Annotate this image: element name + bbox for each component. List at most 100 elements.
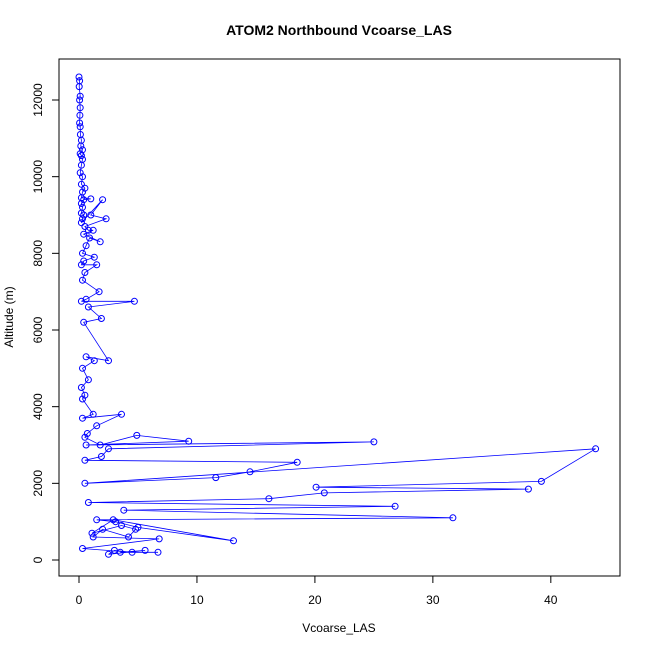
data-point [77,152,85,160]
y-tick-label: 12000 [31,83,45,117]
data-point [105,550,112,558]
data-point [120,506,128,514]
data-point [79,249,86,257]
data-point [230,537,237,545]
data-point [89,533,97,541]
data-point [592,445,600,453]
data-point [82,295,90,303]
data-point [81,269,89,276]
y-tick-label: 0 [31,556,45,563]
data-point [82,353,90,361]
data-point [102,215,110,223]
data-point [118,410,125,418]
series-layer [75,73,600,558]
data-point [449,514,457,522]
y-axis: 0 2000 4000 6000 8000 10000 12000 [31,83,60,563]
data-point [212,474,220,482]
data-point [132,525,140,533]
data-point [118,522,125,529]
data-point [75,73,83,81]
data-point [87,211,95,219]
data-point [391,502,399,510]
data-point [80,211,88,219]
y-axis-label: Altitude (m) [2,286,16,347]
x-axis: 0 10 20 30 40 [76,575,558,607]
data-point [81,391,89,399]
data-point [76,169,84,177]
data-point [76,96,84,104]
data-point [76,92,84,100]
data-point [80,196,88,204]
y-tick-label: 4000 [31,393,45,420]
data-point [130,297,138,305]
data-point [105,357,112,365]
data-point [81,433,89,441]
y-tick-label: 6000 [31,316,45,343]
data-point [185,437,193,445]
data-point [88,529,96,537]
data-point [246,468,254,476]
data-point [97,453,105,460]
data-point [141,546,149,554]
data-point [79,276,86,284]
data-point [86,234,94,242]
data-point [154,548,162,556]
data-point [75,83,83,91]
data-point [97,315,105,322]
data-point [128,548,136,556]
data-point [76,104,84,112]
y-tick-label: 2000 [31,470,45,497]
data-point [133,431,141,439]
data-point [79,173,86,181]
data-point [265,495,273,503]
data-point [99,196,107,204]
data-point [77,142,85,150]
x-axis-label: Vcoarse_LAS [302,621,375,635]
data-point [89,226,97,234]
data-point [320,489,328,497]
data-point [83,430,91,437]
data-point [84,303,92,311]
data-point [79,395,86,403]
data-point [77,200,85,207]
data-point [79,545,86,552]
data-point [77,161,85,169]
plot-area-frame [58,58,621,577]
data-point [77,261,85,269]
data-point [80,318,88,326]
x-tick-label: 20 [308,593,322,607]
x-tick-label: 40 [544,593,558,607]
series-line [78,76,596,555]
data-point [76,150,84,158]
data-point [96,441,104,449]
data-point [95,288,103,296]
data-point [80,257,88,265]
data-point [82,441,90,449]
data-point [81,223,89,230]
data-point [99,525,107,533]
data-point [93,516,101,524]
data-point [93,261,101,269]
data-point [84,499,92,506]
data-point [81,479,89,487]
data-point [125,533,132,541]
data-point [537,477,545,485]
data-point [84,226,92,234]
data-point [77,219,85,227]
data-point [77,384,85,391]
data-point [370,438,378,446]
data-point [82,242,90,250]
x-tick-label: 30 [426,593,440,607]
data-point [116,548,124,556]
data-point [76,119,84,127]
chart-title: ATOM2 Northbound Vcoarse_LAS [226,22,452,38]
data-point [293,458,301,466]
data-point [312,483,320,491]
data-point [81,456,89,464]
data-point [155,535,163,543]
data-point [79,414,86,422]
y-tick-label: 8000 [31,240,45,267]
data-point [84,376,92,384]
data-point [76,111,84,119]
